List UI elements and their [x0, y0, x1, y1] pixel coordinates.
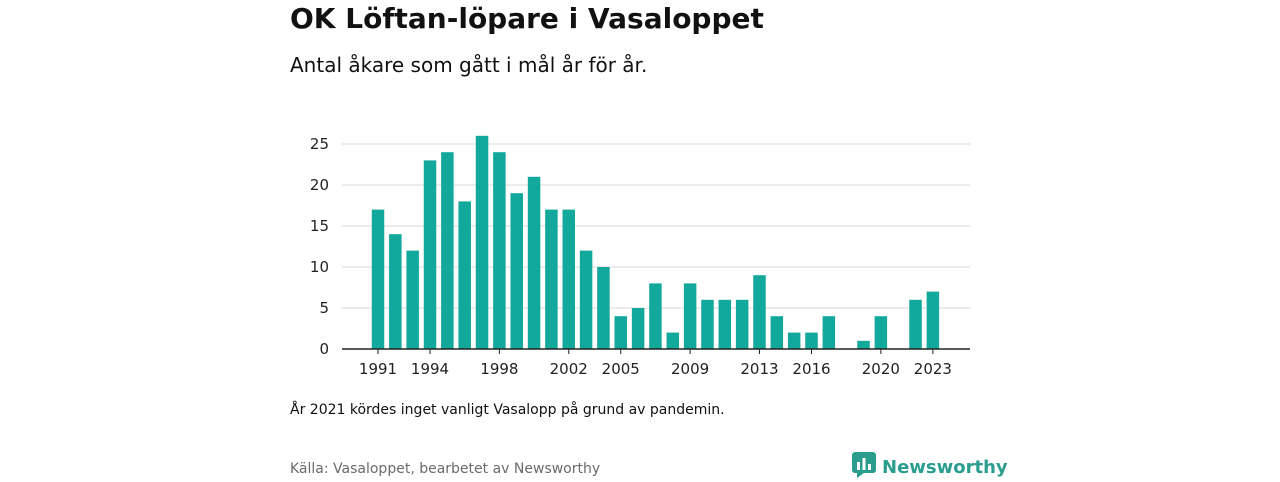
bar-2006: [631, 308, 645, 349]
x-tick-label: 2009: [671, 360, 709, 378]
y-tick-label: 10: [310, 258, 329, 276]
bar-2010: [701, 299, 714, 349]
x-tick-label: 2013: [740, 360, 778, 378]
bar-2004: [597, 267, 610, 349]
bar-2009: [683, 283, 697, 349]
bar-2013: [753, 275, 766, 349]
y-tick-labels: 0 5 10 15 20 25: [310, 135, 329, 358]
bar-2005: [614, 316, 628, 349]
bar-1996: [458, 201, 471, 349]
x-tick-label: 1991: [359, 360, 397, 378]
bar-2015: [787, 332, 801, 349]
bar-2012: [735, 299, 749, 349]
x-tick-label: 2005: [602, 360, 640, 378]
bar-2000: [527, 176, 541, 349]
x-tick-label: 2023: [914, 360, 952, 378]
chart-subtitle: Antal åkare som gått i mål år för år.: [290, 53, 648, 77]
bar-2011: [718, 299, 732, 349]
bar-2007: [649, 283, 662, 349]
chart-title: OK Löftan-löpare i Vasaloppet: [290, 2, 764, 35]
bar-1993: [406, 250, 419, 349]
bar-2014: [770, 316, 784, 349]
bar-1997: [475, 135, 489, 349]
footnote: År 2021 kördes inget vanligt Vasalopp på…: [290, 402, 725, 418]
bar-2003: [579, 250, 593, 349]
y-tick-label: 5: [319, 299, 329, 317]
bar-2019: [857, 340, 870, 349]
bar-1992: [389, 234, 402, 349]
x-tick-label: 2020: [862, 360, 900, 378]
bar-2023: [926, 291, 940, 349]
x-tick-labels: 1991 1994 1998 2002 2005 2009 2013 2016 2020 2023: [359, 349, 952, 378]
source-text: Källa: Vasaloppet, bearbetet av Newswort…: [290, 461, 601, 477]
x-tick-label: 2002: [550, 360, 588, 378]
y-tick-label: 25: [310, 135, 329, 153]
bar-2016: [805, 332, 818, 349]
bar-2020: [874, 316, 888, 349]
x-tick-label: 1998: [480, 360, 518, 378]
brand-name: Newsworthy: [882, 456, 1008, 478]
newsworthy-logo-icon: [852, 452, 876, 482]
x-tick-label: 1994: [411, 360, 449, 378]
y-tick-label: 0: [319, 340, 329, 358]
bar-2017: [822, 316, 836, 349]
bar-1991: [371, 209, 385, 349]
bars: [371, 135, 940, 349]
bar-2008: [666, 332, 680, 349]
y-tick-label: 15: [310, 217, 329, 235]
bar-2001: [545, 209, 558, 349]
bar-1999: [510, 193, 523, 349]
x-tick-label: 2016: [792, 360, 830, 378]
newsworthy-brand[interactable]: Newsworthy: [852, 452, 1008, 482]
y-tick-label: 20: [310, 176, 329, 194]
bar-1994: [423, 160, 437, 349]
bar-1998: [493, 152, 506, 349]
bar-2022: [909, 299, 922, 349]
bar-2002: [562, 209, 575, 349]
bar-1995: [441, 152, 454, 349]
